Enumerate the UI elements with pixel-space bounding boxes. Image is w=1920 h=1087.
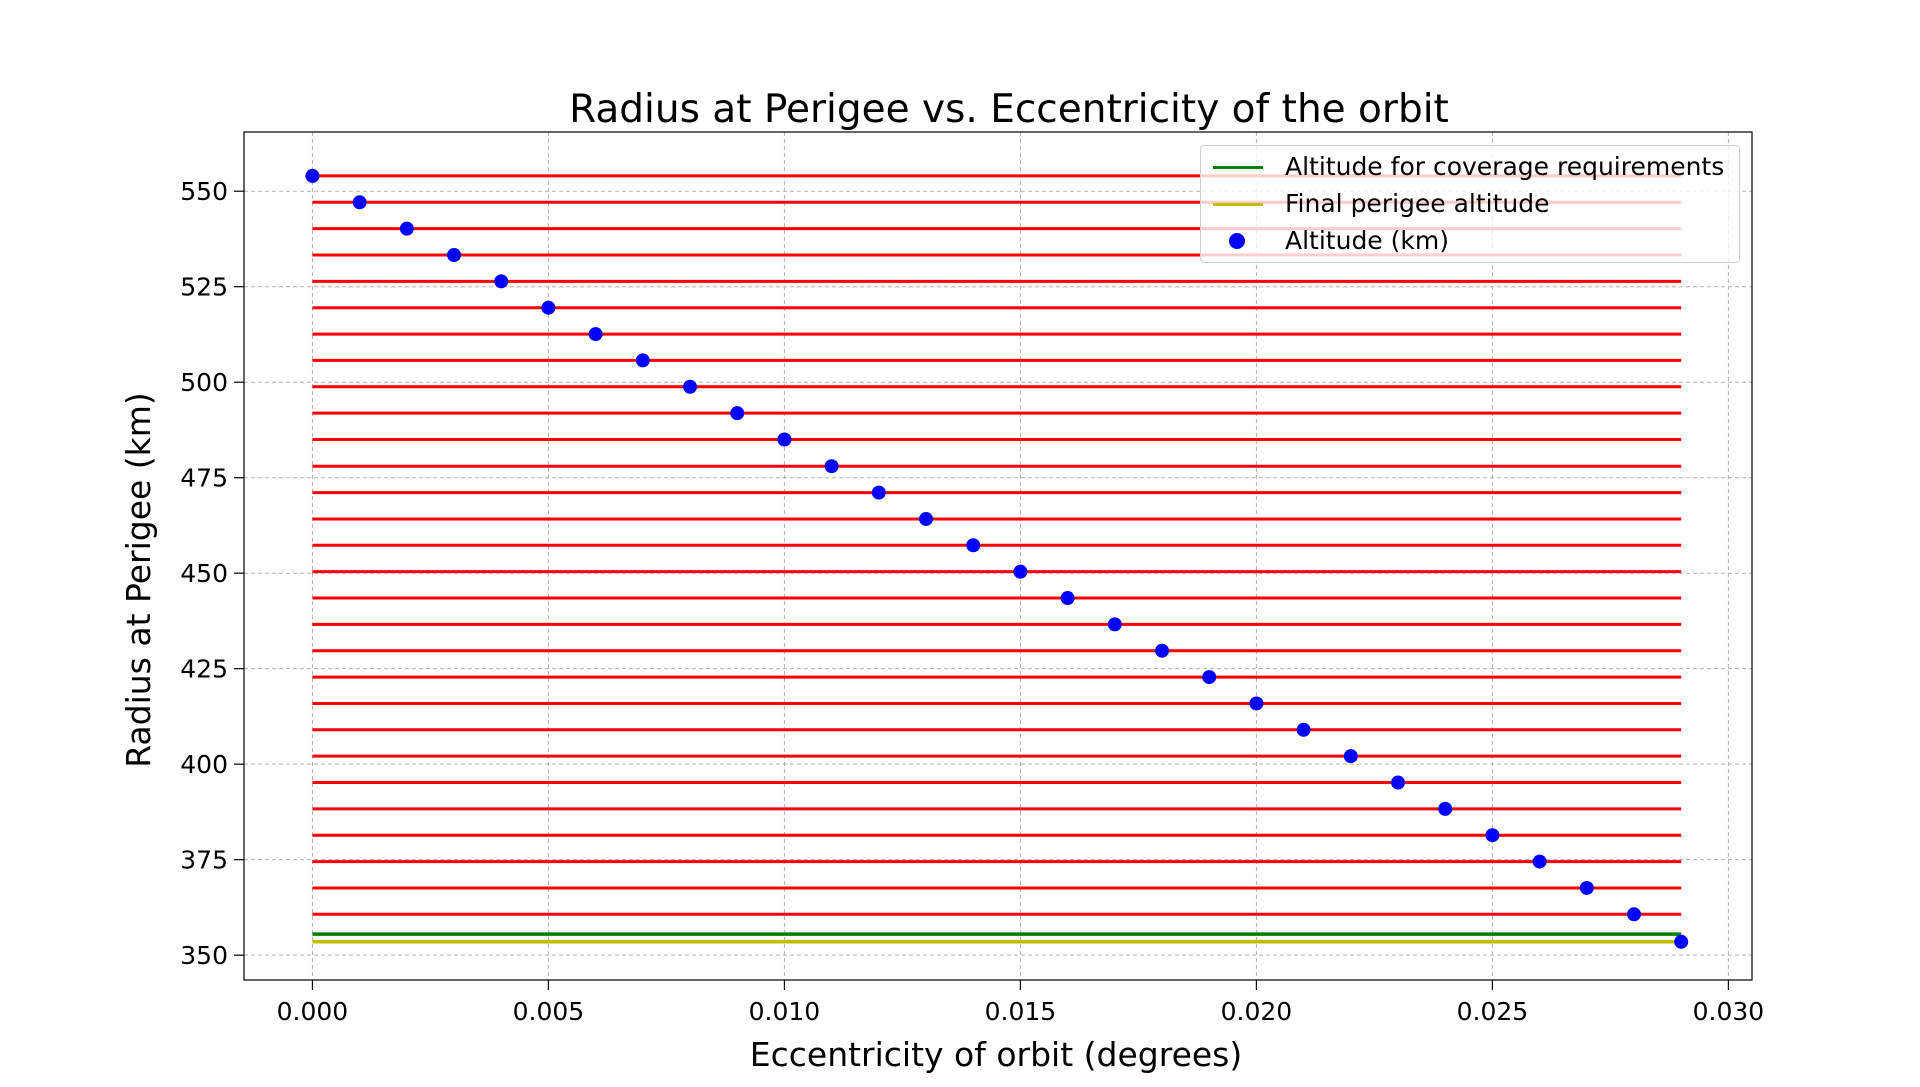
data-point bbox=[683, 379, 698, 394]
x-tick-label: 0.020 bbox=[1221, 997, 1293, 1026]
legend-item: Altitude for coverage requirements bbox=[1201, 150, 1739, 186]
data-point bbox=[352, 195, 367, 210]
y-tick-label: 500 bbox=[180, 368, 228, 397]
data-point bbox=[399, 221, 414, 236]
x-tick-label: 0.025 bbox=[1457, 997, 1529, 1026]
data-point bbox=[1391, 775, 1406, 790]
data-point bbox=[1060, 591, 1075, 606]
legend-marker-line bbox=[1213, 203, 1263, 206]
legend-item: Altitude (km) bbox=[1201, 224, 1739, 260]
data-point bbox=[494, 274, 509, 289]
chart-title: Radius at Perigee vs. Eccentricity of th… bbox=[569, 87, 1449, 132]
x-tick-label: 0.015 bbox=[985, 997, 1057, 1026]
data-point bbox=[777, 432, 792, 447]
legend: Altitude for coverage requirements Final … bbox=[1200, 145, 1740, 263]
y-axis-label: Radius at Perigee (km) bbox=[119, 392, 158, 768]
axis-ticks: 0.000 0.005 0.010 0.015 0.020 0.025 0.030 350 37… bbox=[180, 177, 1764, 1026]
data-point bbox=[1674, 934, 1689, 949]
data-points bbox=[305, 168, 1689, 949]
data-point bbox=[1202, 670, 1217, 685]
data-point bbox=[635, 353, 650, 368]
data-point bbox=[966, 538, 981, 553]
y-tick-label: 375 bbox=[180, 846, 228, 875]
legend-label: Final perigee altitude bbox=[1285, 189, 1550, 218]
y-tick-label: 400 bbox=[180, 750, 228, 779]
data-point bbox=[1155, 643, 1170, 658]
x-tick-label: 0.030 bbox=[1693, 997, 1765, 1026]
legend-item: Final perigee altitude bbox=[1201, 187, 1739, 223]
data-point bbox=[1627, 907, 1642, 922]
plot-area-frame bbox=[243, 131, 1753, 981]
legend-label: Altitude for coverage requirements bbox=[1285, 152, 1725, 181]
x-axis-label: Eccentricity of orbit (degrees) bbox=[750, 1035, 1243, 1074]
x-tick-label: 0.000 bbox=[277, 997, 349, 1026]
legend-marker-dot bbox=[1229, 233, 1245, 249]
x-tick-label: 0.010 bbox=[749, 997, 821, 1026]
data-point bbox=[919, 511, 934, 526]
reference-lines bbox=[312, 174, 1682, 944]
data-point bbox=[541, 300, 556, 315]
data-point bbox=[1013, 564, 1028, 579]
data-point bbox=[1438, 801, 1453, 816]
y-tick-label: 550 bbox=[180, 177, 228, 206]
data-point bbox=[824, 459, 839, 474]
data-point bbox=[1532, 854, 1547, 869]
y-tick-label: 350 bbox=[180, 941, 228, 970]
data-point bbox=[1296, 722, 1311, 737]
data-point bbox=[305, 168, 320, 183]
legend-label: Altitude (km) bbox=[1285, 226, 1449, 255]
y-tick-label: 425 bbox=[180, 655, 228, 684]
data-point bbox=[1107, 617, 1122, 632]
y-tick-label: 475 bbox=[180, 464, 228, 493]
data-point bbox=[1579, 880, 1594, 895]
data-point bbox=[730, 406, 745, 421]
data-point bbox=[588, 327, 603, 342]
legend-marker-line bbox=[1213, 166, 1263, 169]
data-point bbox=[1249, 696, 1264, 711]
data-point bbox=[447, 247, 462, 262]
x-tick-label: 0.005 bbox=[513, 997, 585, 1026]
y-tick-label: 450 bbox=[180, 559, 228, 588]
data-point bbox=[1343, 749, 1358, 764]
y-tick-label: 525 bbox=[180, 273, 228, 302]
data-point bbox=[1485, 828, 1500, 843]
data-point bbox=[871, 485, 886, 500]
